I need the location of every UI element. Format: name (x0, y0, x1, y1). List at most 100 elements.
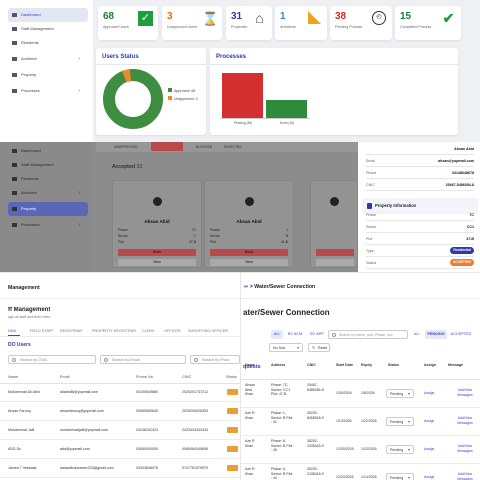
stat-card-pending-process[interactable]: 38 Pending Process ◴ (330, 6, 392, 40)
column-header-phone-no: Phone No (136, 375, 153, 379)
stat-card-architects[interactable]: 1 Architects (275, 6, 327, 40)
block-button[interactable] (316, 249, 354, 256)
sidebar-item-staff-management[interactable]: Staff Management (8, 22, 88, 36)
table-row[interactable]: Aze R Khan Phase: 6, Sector: B Plot : 44 3… (241, 464, 480, 480)
building-icon (367, 203, 372, 209)
status-badge[interactable] (227, 427, 238, 433)
reset-label: Reset (318, 346, 328, 350)
avatar-icon (330, 197, 339, 206)
field-value: 25467-5486054-8 (445, 183, 474, 187)
status-badge[interactable] (227, 446, 238, 452)
table-row[interactable]: Aze R Khan Phase: 1, Sector: B Plot : 41 3… (241, 408, 480, 436)
search-search-by-cnic-input[interactable]: Search by CNIC (8, 355, 96, 364)
column-header-assign: Assign (424, 363, 436, 367)
stat-label: Architects (280, 25, 296, 29)
tab-unapproved[interactable]: UNAPPROVED (114, 145, 138, 149)
view-button[interactable]: View (118, 259, 196, 266)
info-key: Sector (210, 234, 220, 238)
assign-link[interactable]: Assign (424, 419, 435, 423)
stat-card-unapproved-users[interactable]: 3 Unapproved Users ⌛ (162, 6, 222, 40)
stat-card-approved-users[interactable]: 68 Approved Users ✓ (98, 6, 158, 40)
block-button[interactable]: Block (118, 249, 196, 256)
tab-officer[interactable]: OFFICER (164, 329, 181, 333)
owner-name: Ahsan Abid (454, 147, 474, 151)
view-button[interactable]: View (210, 259, 288, 266)
tab-surveying-officer[interactable]: SURVEYING OFFICER (188, 329, 229, 333)
field-label: Email (366, 159, 375, 163)
assign-link[interactable]: Assign (424, 391, 435, 395)
filter-by-acm[interactable]: BY ACM (287, 332, 303, 336)
sidebar-item-architect[interactable]: Architect › (8, 186, 88, 200)
status-select[interactable]: Pending ▾ (386, 389, 414, 398)
sidebar-item-residents[interactable]: Residents (8, 36, 88, 50)
sidebar-item-processes[interactable]: Processes › (8, 84, 88, 98)
status-badge[interactable] (227, 408, 238, 414)
search-input[interactable]: Search by name, plot, Phase, sec (328, 330, 408, 339)
table-row[interactable]: Muhammad Ali Abid alizain88@yopmail.com 03… (0, 384, 240, 402)
sidebar-item-staff-management[interactable]: Staff Management (8, 158, 88, 172)
status-tab-pending[interactable]: PENDING (425, 330, 447, 339)
property-card[interactable]: Ahsan Abid Phase 1 Sector B Plot 41-B Block View (204, 180, 294, 268)
back-icon[interactable]: ⇐ (244, 284, 249, 290)
reset-icon: ↻ (312, 345, 316, 350)
table-row[interactable]: Muhammad Jalil muhammadjalil@yopmail.com 0… (0, 422, 240, 440)
reset-button[interactable]: ↻ Reset (308, 343, 330, 352)
tab-registrar[interactable]: REGISTRAR (60, 329, 83, 333)
view-button[interactable] (316, 259, 354, 266)
search-search-by-phon-input[interactable]: Search by Phon (190, 355, 240, 364)
messages-link[interactable]: Add/View Messages (457, 388, 473, 397)
table-row[interactable]: Ahsan Abid Khan Phase: 7C, Sector: CC1 Pl… (241, 380, 480, 408)
sidebar-item-dashboard[interactable]: Dashboard (8, 144, 88, 158)
stat-card-completed-process[interactable]: 15 Completed Process ✔ (395, 6, 461, 40)
status-select[interactable]: Pending ▾ (386, 417, 414, 426)
status-badge[interactable] (227, 465, 238, 471)
table-row[interactable]: Aze R Khan Phase: 6, Sector: B Plot : 45 3… (241, 436, 480, 464)
column-header-email: Email (60, 375, 70, 379)
sidebar-item-label: Staff Management (21, 26, 54, 31)
done-bar (266, 100, 307, 118)
sidebar-item-architect[interactable]: Architect › (8, 52, 88, 66)
page-heading: Management (8, 285, 40, 291)
sidebar-item-property[interactable]: Property (8, 68, 88, 82)
tab-rejected[interactable]: REJECTED (224, 145, 242, 149)
status-select[interactable]: Pending ▾ (386, 445, 414, 454)
tab-dda[interactable]: DDA (8, 329, 17, 333)
stat-card-properties[interactable]: 31 Properties ⌂ (226, 6, 272, 40)
filter-all[interactable]: ALL (271, 330, 283, 339)
property-card[interactable]: Ahsan Abid Phase 7C Sector C Plot 47-B Block Vie… (112, 180, 202, 268)
table-row[interactable]: Ahsan Farooq ahsanfarooq@yopmail.com 03060… (0, 403, 240, 421)
search-search-by-email-input[interactable]: Search by Email (100, 355, 186, 364)
table-row[interactable]: Jamed 7 Ireksaas dadaalbukaranev233@gmail… (0, 460, 240, 478)
table-row[interactable]: ADD Dc add@yopmail.com 03060000000 40854643… (0, 441, 240, 459)
messages-link[interactable]: Add/View Messages (457, 416, 473, 425)
status-select[interactable]: Pending ▾ (386, 473, 414, 480)
stat-value: 38 (335, 11, 347, 22)
sort-select[interactable]: No Sort ▾ (269, 343, 303, 352)
status-tab-all[interactable]: ALL (413, 332, 421, 336)
filter-by-app[interactable]: BY APP (310, 332, 324, 336)
cell-expiry: 1/22/2026 (361, 447, 377, 451)
assign-link[interactable]: Assign (424, 475, 435, 479)
status-row: Status ACCEPTED (366, 257, 474, 269)
block-button[interactable]: Block (210, 249, 288, 256)
tab-blocked[interactable]: BLOCKED (196, 145, 213, 149)
tab-clerk[interactable]: CLERK (142, 329, 155, 333)
column-header-cnic: CNIC (182, 375, 192, 379)
assign-link[interactable]: Assign (424, 447, 435, 451)
info-key: Sector (118, 234, 128, 238)
sidebar-item-residents[interactable]: Residents (8, 172, 88, 186)
tab-accepted[interactable] (151, 142, 183, 151)
status-badge[interactable] (227, 389, 238, 395)
tab-field-staff[interactable]: FIELD STAFF (30, 329, 54, 333)
sidebar-item-processes[interactable]: Processes › (8, 218, 88, 232)
tab-property-registrar[interactable]: PROPERTY REGISTRAR (92, 329, 136, 333)
info-row-plot: Plot 47-B (118, 240, 196, 245)
cell-address: Phase: 6, Sector: B Plot : 44 (271, 467, 293, 480)
status-tab-accepted[interactable]: ACCEPTED (450, 332, 472, 336)
messages-link[interactable]: Add/View Messages (457, 444, 473, 453)
stat-label: Pending Process (335, 25, 363, 29)
messages-link[interactable]: Add/View Messages (457, 472, 473, 480)
sidebar-item-dashboard[interactable]: Dashboard (8, 8, 88, 22)
column-header-status: Status (388, 363, 399, 367)
sidebar-item-property[interactable]: Property (8, 202, 88, 216)
